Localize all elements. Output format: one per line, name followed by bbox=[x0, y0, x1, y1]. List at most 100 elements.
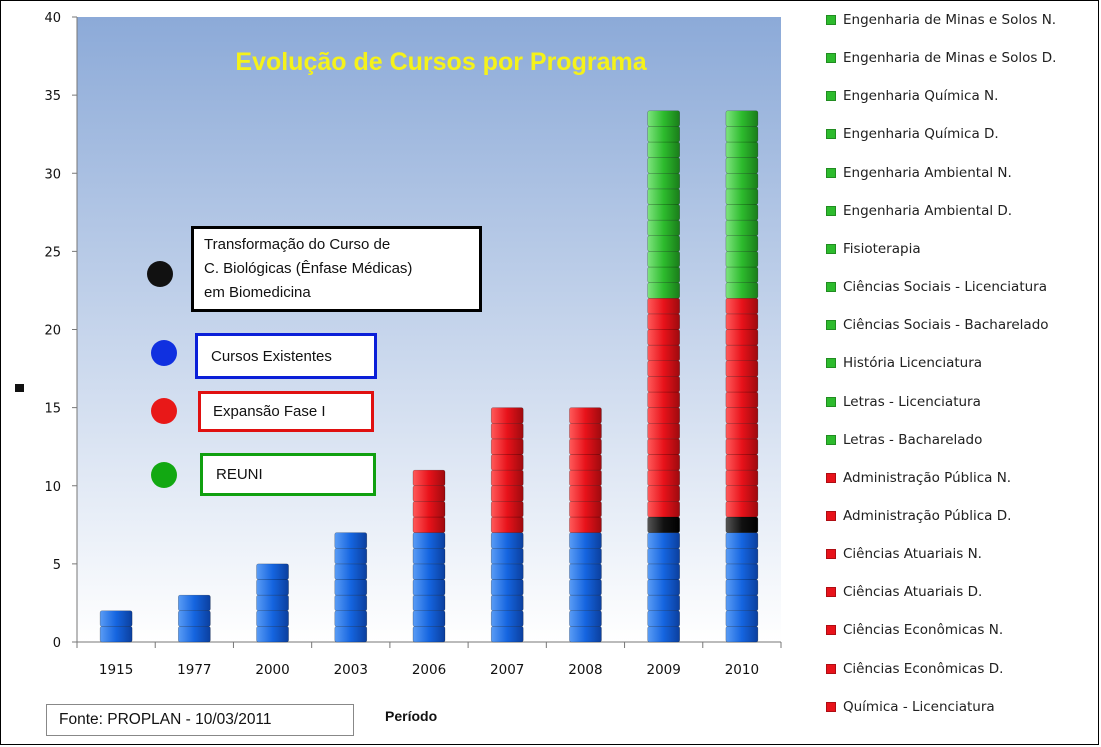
legend-label: Ciências Atuariais D. bbox=[843, 584, 983, 601]
y-tick-label: 40 bbox=[44, 11, 61, 26]
bar-segment bbox=[99, 610, 133, 627]
bar-segment bbox=[647, 297, 680, 315]
key-transform-line-2: C. Biológicas (Ênfase Médicas) bbox=[204, 260, 413, 277]
legend-label: Fisioterapia bbox=[843, 240, 921, 257]
legend-label: Engenharia Ambiental N. bbox=[843, 164, 1012, 181]
bar-segment bbox=[178, 610, 211, 627]
bar-segment bbox=[569, 407, 602, 424]
bar-segment bbox=[647, 610, 680, 627]
bar-segment bbox=[569, 438, 602, 455]
legend-label: Engenharia Química D. bbox=[843, 126, 999, 143]
legend-swatch bbox=[826, 472, 836, 483]
legend-swatch bbox=[826, 587, 836, 598]
bar-segment bbox=[256, 579, 289, 596]
bar-segment bbox=[569, 563, 602, 580]
bar-segment bbox=[725, 172, 759, 190]
legend-label: Engenharia Química N. bbox=[843, 88, 999, 105]
source-text: Fonte: PROPLAN - 10/03/2011 bbox=[59, 711, 272, 728]
bar-segment bbox=[569, 610, 602, 627]
bar-segment bbox=[647, 454, 680, 471]
bar-segment bbox=[725, 579, 759, 596]
legend-label: Ciências Econômicas D. bbox=[843, 660, 1004, 677]
legend-swatch bbox=[826, 320, 836, 331]
bar-segment bbox=[647, 329, 680, 346]
legend-item: Engenharia Química N. bbox=[822, 86, 998, 106]
bar-segment bbox=[647, 219, 680, 237]
bar-segment bbox=[647, 532, 680, 549]
bar-segment bbox=[647, 204, 680, 221]
bar-segment bbox=[256, 626, 289, 643]
bar-segment bbox=[725, 251, 759, 268]
legend-item: Engenharia Ambiental N. bbox=[822, 163, 1012, 183]
legend-label: Ciências Econômicas N. bbox=[843, 622, 1004, 639]
legend-swatch bbox=[826, 205, 836, 216]
bar-segment bbox=[569, 422, 602, 440]
x-tick-label: 2007 bbox=[490, 662, 524, 678]
legend-item: Fisioterapia bbox=[822, 239, 921, 259]
legend-item: Administração Pública D. bbox=[822, 506, 1011, 526]
bar-segment bbox=[569, 485, 602, 502]
bar-segment bbox=[490, 501, 524, 518]
bar-segment bbox=[490, 579, 524, 596]
bar-segment bbox=[490, 422, 524, 440]
bar-segment bbox=[725, 469, 759, 487]
key-dot-transform bbox=[147, 261, 173, 287]
bar-segment bbox=[725, 157, 759, 174]
legend-label: Administração Pública N. bbox=[843, 469, 1012, 486]
bar-segment bbox=[647, 126, 680, 143]
bar-segment bbox=[178, 594, 211, 612]
legend-swatch bbox=[826, 625, 836, 636]
bar-segment bbox=[725, 141, 759, 158]
bar-segment bbox=[725, 594, 759, 612]
bar-segment bbox=[647, 141, 680, 158]
x-tick-label: 1915 bbox=[99, 662, 133, 678]
y-tick-label: 20 bbox=[44, 324, 61, 339]
bar-segment bbox=[334, 547, 368, 565]
bar-segment bbox=[647, 157, 680, 174]
legend-item: Ciências Sociais - Licenciatura bbox=[822, 277, 1047, 297]
legend-item: Ciências Atuariais D. bbox=[822, 582, 982, 602]
legend-item: Química - Licenciatura bbox=[822, 697, 995, 717]
legend-swatch bbox=[826, 282, 836, 293]
bar-segment bbox=[569, 626, 602, 643]
bar-segment bbox=[412, 485, 446, 502]
bar-segment bbox=[569, 469, 602, 487]
legend-swatch bbox=[826, 129, 836, 140]
x-tick-label: 2008 bbox=[568, 662, 602, 678]
x-tick-label: 2003 bbox=[334, 662, 368, 678]
legend-swatch bbox=[826, 510, 836, 521]
legend-label: Letras - Licenciatura bbox=[843, 393, 981, 410]
bar-segment bbox=[647, 485, 680, 502]
bar-segment bbox=[725, 407, 759, 424]
legend-item: História Licenciatura bbox=[822, 353, 982, 373]
bar-segment bbox=[725, 282, 759, 299]
key-expansao-label: Expansão Fase I bbox=[213, 403, 326, 420]
bar-segment bbox=[647, 407, 680, 424]
stacked-bar-chart: 0 5 10 15 20 25 30 35 40 1915 1977 2000 2003 2006 2007… bbox=[44, 11, 782, 678]
bar-segment bbox=[490, 547, 524, 565]
bar-segment bbox=[569, 454, 602, 471]
bar-segment bbox=[647, 626, 680, 643]
legend-item: Ciências Econômicas D. bbox=[822, 659, 1003, 679]
bar-segment bbox=[647, 360, 680, 377]
x-axis-title: Período bbox=[385, 708, 438, 724]
bar-segment bbox=[647, 266, 680, 283]
legend-label: Administração Pública D. bbox=[843, 507, 1012, 524]
legend-label: Ciências Sociais - Bacharelado bbox=[843, 317, 1049, 334]
bar-segment bbox=[647, 391, 680, 408]
bar-segment bbox=[256, 594, 289, 612]
bar-segment bbox=[99, 626, 133, 643]
bar-segment bbox=[725, 329, 759, 346]
legend-item: Letras - Licenciatura bbox=[822, 392, 981, 412]
bar-segment bbox=[412, 469, 446, 487]
y-tick-label: 35 bbox=[44, 89, 61, 104]
legend-label: Engenharia Ambiental D. bbox=[843, 202, 1013, 219]
bar-segment bbox=[412, 626, 446, 643]
bar-segment bbox=[725, 485, 759, 502]
bar-segment bbox=[725, 516, 759, 533]
key-box-expansao: Expansão Fase I bbox=[198, 391, 374, 432]
bar-segment bbox=[647, 251, 680, 268]
y-tick-label: 10 bbox=[44, 480, 61, 495]
bar-segment bbox=[647, 172, 680, 190]
bar-segment bbox=[334, 563, 368, 580]
